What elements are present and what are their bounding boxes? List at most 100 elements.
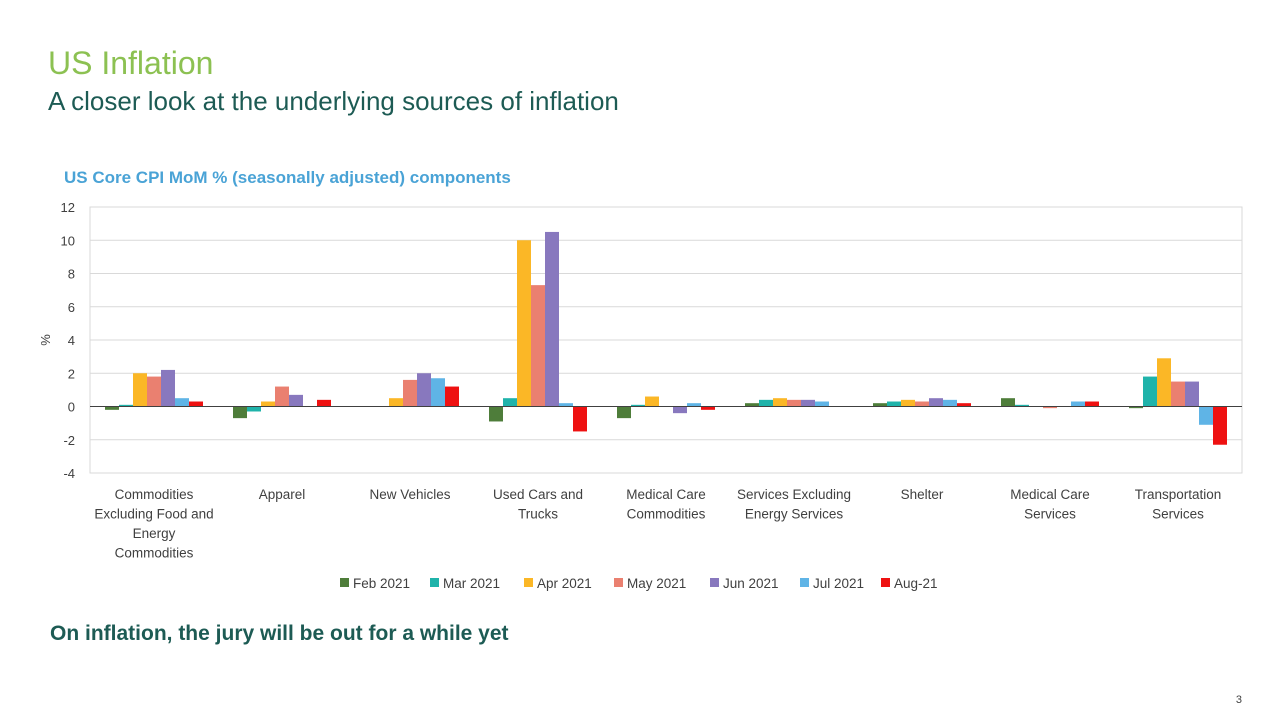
legend-label: May 2021 xyxy=(627,576,686,591)
bar xyxy=(261,401,275,407)
y-tick-label: 2 xyxy=(68,366,75,381)
bar xyxy=(915,401,929,407)
legend-label: Jul 2021 xyxy=(813,576,864,591)
category-label: Shelter xyxy=(901,487,944,502)
category-label: Services xyxy=(1024,507,1076,522)
bar xyxy=(175,398,189,407)
bar xyxy=(161,369,175,407)
category-label: Trucks xyxy=(518,507,558,522)
legend-label: Feb 2021 xyxy=(353,576,410,591)
bar xyxy=(1001,398,1015,407)
bar xyxy=(687,403,701,407)
bar xyxy=(1071,401,1085,407)
bar xyxy=(631,404,645,407)
legend-swatch xyxy=(881,578,890,587)
y-axis-label: % xyxy=(38,334,53,346)
category-label: Excluding Food and xyxy=(94,507,213,522)
bar xyxy=(489,406,503,422)
footer-text: On inflation, the jury will be out for a… xyxy=(50,622,509,645)
bar xyxy=(119,404,133,407)
bar xyxy=(1171,381,1185,407)
labels: 12 10 8 6 4 2 0 -2 -4% Commodities Excluding Food … xyxy=(38,200,1221,561)
category-label: Used Cars and xyxy=(493,487,583,502)
bar xyxy=(1199,406,1213,425)
bar xyxy=(431,378,445,407)
bar xyxy=(801,399,815,407)
bar xyxy=(1143,376,1157,407)
category-label: Commodities xyxy=(115,546,194,561)
bar xyxy=(1043,406,1057,409)
slide-subtitle: A closer look at the underlying sources … xyxy=(48,86,619,116)
bars xyxy=(105,231,1227,445)
category-label: Energy Services xyxy=(745,507,844,522)
bar xyxy=(645,396,659,407)
bar xyxy=(573,406,587,432)
page-number: 3 xyxy=(1235,694,1242,706)
bar xyxy=(887,401,901,407)
legend-label: Jun 2021 xyxy=(723,576,779,591)
bar xyxy=(233,406,247,419)
bar xyxy=(133,373,147,407)
bar xyxy=(701,406,715,410)
y-tick-label: 8 xyxy=(68,267,75,282)
y-tick-label: -2 xyxy=(63,433,75,448)
bar xyxy=(773,398,787,407)
bar xyxy=(929,398,943,407)
bar xyxy=(545,231,559,407)
legend-swatch xyxy=(800,578,809,587)
legend-label: Mar 2021 xyxy=(443,576,500,591)
bar xyxy=(559,403,573,407)
bar xyxy=(787,399,801,407)
bar xyxy=(1015,404,1029,407)
bar xyxy=(1185,381,1199,407)
bar xyxy=(517,240,531,407)
legend-swatch xyxy=(340,578,349,587)
category-label: Energy xyxy=(133,526,176,541)
category-label: Commodities xyxy=(115,487,194,502)
bar xyxy=(247,406,261,412)
slide-title: US Inflation xyxy=(48,45,214,81)
y-tick-label: 10 xyxy=(61,233,75,248)
y-tick-label: 4 xyxy=(68,333,75,348)
category-label: Services Excluding xyxy=(737,487,851,502)
chart-title: US Core CPI MoM % (seasonally adjusted) … xyxy=(64,168,511,187)
bar xyxy=(317,399,331,407)
bar xyxy=(403,379,417,407)
bar xyxy=(531,285,545,407)
legend-swatch xyxy=(430,578,439,587)
bar xyxy=(957,403,971,407)
bar xyxy=(503,398,517,407)
legend-label: Aug-21 xyxy=(894,576,938,591)
bar xyxy=(943,399,957,407)
bar xyxy=(1129,406,1143,409)
category-label: Commodities xyxy=(627,507,706,522)
bar xyxy=(873,403,887,407)
legend-swatch xyxy=(524,578,533,587)
legend-label: Apr 2021 xyxy=(537,576,592,591)
bar xyxy=(105,406,119,410)
bar xyxy=(275,386,289,407)
bar xyxy=(417,373,431,407)
y-tick-label: 0 xyxy=(68,400,75,415)
bar xyxy=(617,406,631,419)
bar xyxy=(673,406,687,414)
category-label: Services xyxy=(1152,507,1204,522)
bar xyxy=(901,399,915,407)
bar xyxy=(815,401,829,407)
bar xyxy=(759,399,773,407)
legend-swatch xyxy=(710,578,719,587)
bar xyxy=(1085,401,1099,407)
category-label: Transportation xyxy=(1135,487,1222,502)
bar xyxy=(445,386,459,407)
category-label: Medical Care xyxy=(626,487,706,502)
bar xyxy=(147,376,161,407)
bar xyxy=(1157,358,1171,407)
category-label: Medical Care xyxy=(1010,487,1090,502)
bar xyxy=(289,394,303,407)
legend-swatch xyxy=(614,578,623,587)
y-tick-label: 12 xyxy=(61,200,75,215)
bar xyxy=(389,398,403,407)
y-tick-label: -4 xyxy=(63,466,75,481)
category-label: New Vehicles xyxy=(369,487,450,502)
